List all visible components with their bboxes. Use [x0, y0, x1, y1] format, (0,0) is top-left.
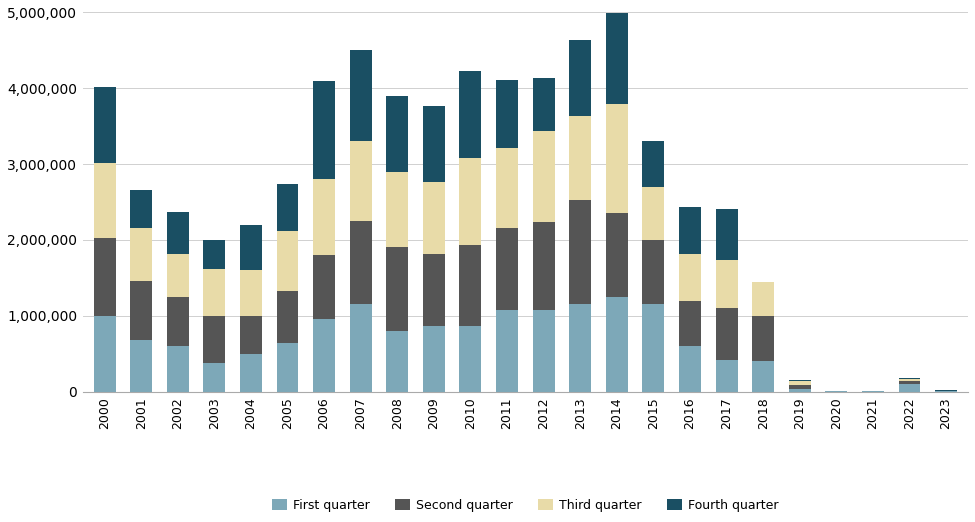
Bar	[277, 231, 298, 291]
Bar	[605, 13, 628, 104]
Bar	[716, 360, 737, 392]
Bar	[131, 190, 152, 228]
Bar	[459, 71, 482, 158]
Bar	[789, 379, 811, 381]
Bar	[569, 41, 591, 116]
Bar	[789, 389, 811, 392]
Bar	[643, 240, 664, 304]
Bar	[679, 254, 701, 301]
Bar	[94, 162, 116, 239]
Bar	[643, 141, 664, 187]
Bar	[716, 260, 737, 308]
Bar	[752, 316, 774, 361]
Bar	[313, 179, 335, 255]
Bar	[204, 240, 225, 269]
Bar	[532, 132, 555, 222]
Bar	[789, 381, 811, 385]
Bar	[643, 187, 664, 240]
Bar	[277, 184, 298, 231]
Bar	[350, 141, 371, 221]
Bar	[94, 316, 116, 392]
Bar	[386, 172, 409, 247]
Bar	[131, 228, 152, 281]
Bar	[496, 80, 518, 148]
Bar	[752, 281, 774, 316]
Bar	[496, 228, 518, 311]
Bar	[423, 254, 445, 326]
Bar	[899, 378, 920, 379]
Bar	[716, 209, 737, 260]
Bar	[386, 96, 409, 172]
Bar	[496, 148, 518, 228]
Bar	[386, 247, 409, 331]
Bar	[459, 245, 482, 326]
Bar	[240, 316, 262, 353]
Bar	[789, 385, 811, 389]
Bar	[313, 319, 335, 392]
Bar	[679, 301, 701, 346]
Legend: First quarter, Second quarter, Third quarter, Fourth quarter: First quarter, Second quarter, Third qua…	[266, 492, 785, 518]
Bar	[605, 104, 628, 212]
Bar	[350, 221, 371, 304]
Bar	[240, 224, 262, 270]
Bar	[167, 346, 189, 392]
Bar	[350, 304, 371, 392]
Bar	[899, 384, 920, 392]
Bar	[350, 50, 371, 141]
Bar	[240, 270, 262, 316]
Bar	[899, 381, 920, 384]
Bar	[569, 304, 591, 392]
Bar	[496, 311, 518, 392]
Bar	[423, 326, 445, 392]
Bar	[240, 353, 262, 392]
Bar	[204, 316, 225, 363]
Bar	[167, 296, 189, 346]
Bar	[167, 212, 189, 254]
Bar	[277, 343, 298, 392]
Bar	[679, 207, 701, 254]
Bar	[569, 200, 591, 304]
Bar	[313, 81, 335, 179]
Bar	[716, 308, 737, 360]
Bar	[643, 304, 664, 392]
Bar	[313, 255, 335, 319]
Bar	[459, 158, 482, 245]
Bar	[131, 281, 152, 340]
Bar	[167, 254, 189, 296]
Bar	[605, 212, 628, 298]
Bar	[204, 269, 225, 316]
Bar	[131, 340, 152, 392]
Bar	[423, 106, 445, 182]
Bar	[204, 363, 225, 392]
Bar	[459, 326, 482, 392]
Bar	[605, 298, 628, 392]
Bar	[569, 116, 591, 200]
Bar	[94, 239, 116, 316]
Bar	[277, 291, 298, 343]
Bar	[752, 361, 774, 392]
Bar	[423, 182, 445, 254]
Bar	[532, 310, 555, 392]
Bar	[532, 78, 555, 132]
Bar	[679, 346, 701, 392]
Bar	[899, 379, 920, 381]
Bar	[94, 87, 116, 162]
Bar	[532, 222, 555, 310]
Bar	[386, 331, 409, 392]
